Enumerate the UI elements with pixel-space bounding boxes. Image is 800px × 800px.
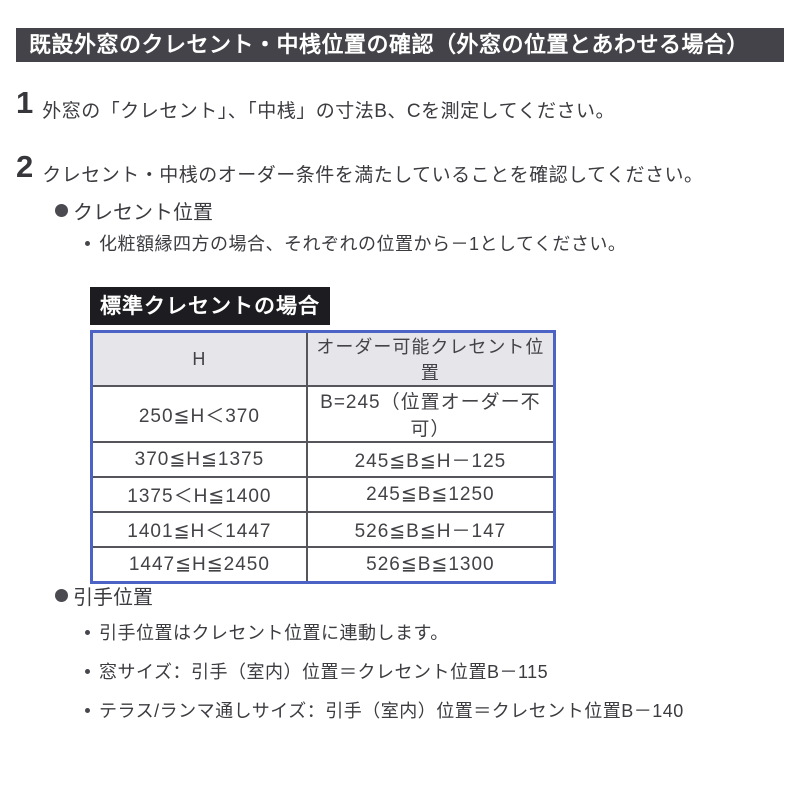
page-title: 既設外窓のクレセント・中桟位置の確認（外窓の位置とあわせる場合） (16, 28, 784, 62)
step-1-number: 1 (16, 85, 34, 120)
table-cell-b-range: 526≦B≦1300 (305, 546, 556, 583)
handle-note: 引手位置はクレセント位置に連動します。 (85, 619, 449, 645)
small-dot-icon (85, 240, 90, 246)
table-row: 250≦H＜370 B=245（位置オーダー不可） (90, 385, 556, 443)
step-1: 1 外窓の「クレセント」、「中桟」の寸法B、Cを測定してください。 (16, 85, 616, 123)
table-cell-b-range: 245≦B≦H－125 (305, 441, 556, 478)
crescent-note-text: 化粧額縁四方の場合、それぞれの位置から－1としてください。 (99, 234, 627, 254)
table-cell-b-range: 526≦B≦H－147 (305, 511, 556, 548)
handle-position-heading: 引手位置 (55, 581, 153, 610)
table-caption: 標準クレセントの場合 (90, 287, 330, 325)
table-row: 370≦H≦1375 245≦B≦H－125 (90, 441, 556, 478)
table-cell-h-range: 1447≦H≦2450 (90, 546, 308, 583)
table-cell-h-range: 1401≦H＜1447 (90, 511, 308, 548)
column-header-h: H (90, 330, 308, 387)
small-dot-icon (85, 668, 90, 674)
handle-note-text: 引手位置はクレセント位置に連動します。 (99, 623, 449, 643)
table-cell-h-range: 1375＜H≦1400 (90, 476, 308, 513)
crescent-position-heading-label: クレセント位置 (73, 202, 213, 224)
handle-note: テラス/ランマ通しサイズ：引手（室内）位置＝クレセント位置B－140 (85, 697, 684, 723)
table-row: 1447≦H≦2450 526≦B≦1300 (90, 546, 556, 583)
handle-note: 窓サイズ：引手（室内）位置＝クレセント位置B－115 (85, 658, 548, 684)
step-1-text: 外窓の「クレセント」、「中桟」の寸法B、Cを測定してください。 (42, 101, 616, 122)
table-row: 1401≦H＜1447 526≦B≦H－147 (90, 511, 556, 548)
step-2-text: クレセント・中桟のオーダー条件を満たしていることを確認してください。 (42, 165, 704, 186)
step-2: 2 クレセント・中桟のオーダー条件を満たしていることを確認してください。 (16, 149, 704, 187)
table-cell-h-range: 370≦H≦1375 (90, 441, 308, 478)
table-cell-h-range: 250≦H＜370 (90, 385, 308, 443)
crescent-note: 化粧額縁四方の場合、それぞれの位置から－1としてください。 (85, 230, 626, 256)
crescent-position-table: H オーダー可能クレセント位置 250≦H＜370 B=245（位置オーダー不可… (90, 330, 556, 584)
handle-note-text: 窓サイズ：引手（室内）位置＝クレセント位置B－115 (99, 662, 549, 682)
bullet-circle-icon (55, 204, 68, 217)
table-header-row: H オーダー可能クレセント位置 (90, 330, 556, 387)
table-cell-b-range: 245≦B≦1250 (305, 476, 556, 513)
column-header-order-position: オーダー可能クレセント位置 (305, 330, 556, 387)
step-2-number: 2 (16, 149, 34, 184)
bullet-circle-icon (55, 589, 68, 602)
table-cell-b-range: B=245（位置オーダー不可） (305, 385, 556, 443)
handle-note-text: テラス/ランマ通しサイズ：引手（室内）位置＝クレセント位置B－140 (99, 701, 684, 721)
crescent-position-heading: クレセント位置 (55, 196, 213, 225)
small-dot-icon (85, 629, 90, 635)
handle-position-heading-label: 引手位置 (73, 587, 153, 609)
small-dot-icon (85, 707, 90, 713)
table-row: 1375＜H≦1400 245≦B≦1250 (90, 476, 556, 513)
